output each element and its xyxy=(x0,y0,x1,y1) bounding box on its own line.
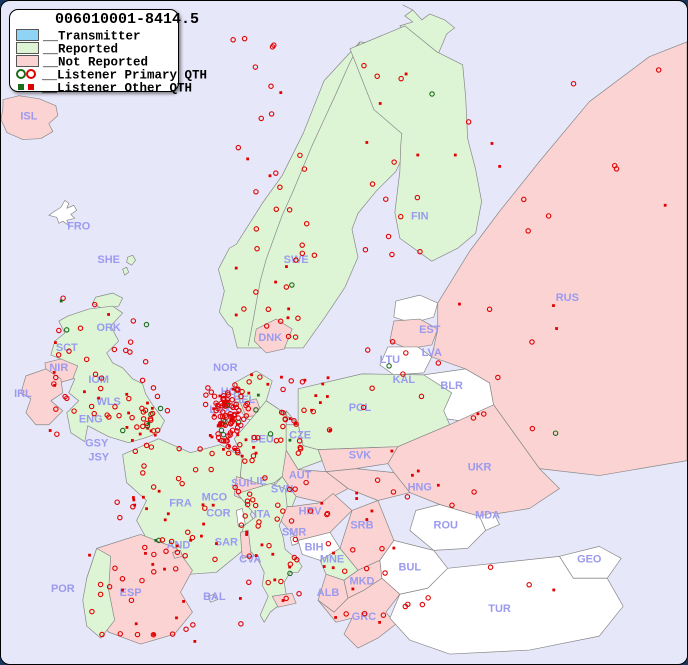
svg-text:SRB: SRB xyxy=(350,519,373,531)
svg-text:SHE: SHE xyxy=(97,254,120,266)
svg-text:CZE: CZE xyxy=(289,430,311,442)
svg-text:POL: POL xyxy=(349,402,372,414)
svg-text:COR: COR xyxy=(206,507,230,519)
svg-text:UKR: UKR xyxy=(468,462,492,474)
svg-text:SVN: SVN xyxy=(271,484,294,496)
svg-text:ALB: ALB xyxy=(317,587,340,599)
svg-text:MCO: MCO xyxy=(202,492,228,504)
svg-text:HNG: HNG xyxy=(408,482,432,494)
svg-text:LVA: LVA xyxy=(422,347,442,359)
svg-text:SMR: SMR xyxy=(282,526,306,538)
svg-text:SUI: SUI xyxy=(231,478,249,490)
svg-text:MKD: MKD xyxy=(349,575,374,587)
svg-text:FIN: FIN xyxy=(411,210,429,222)
svg-text:BAL: BAL xyxy=(203,591,226,603)
svg-text:ROU: ROU xyxy=(434,519,458,531)
svg-text:EST: EST xyxy=(419,324,441,336)
svg-text:CVA: CVA xyxy=(239,553,261,565)
svg-text:BUL: BUL xyxy=(399,561,422,573)
svg-text:MNE: MNE xyxy=(320,553,344,565)
svg-text:NOR: NOR xyxy=(213,362,237,374)
svg-text:ORK: ORK xyxy=(97,322,121,334)
svg-text:SWE: SWE xyxy=(284,254,309,266)
svg-text:IOM: IOM xyxy=(88,374,109,386)
svg-text:GRC: GRC xyxy=(352,611,376,623)
svg-text:SVK: SVK xyxy=(349,450,372,462)
svg-text:MDA: MDA xyxy=(475,509,500,521)
svg-text:ITA: ITA xyxy=(254,508,271,520)
svg-text:DNK: DNK xyxy=(258,332,282,344)
svg-text:ISL: ISL xyxy=(20,111,37,123)
svg-text:AUT: AUT xyxy=(289,470,312,482)
svg-text:BIH: BIH xyxy=(305,541,324,553)
svg-text:GEO: GEO xyxy=(577,553,602,565)
svg-text:FRO: FRO xyxy=(67,220,91,232)
svg-text:NIR: NIR xyxy=(49,362,68,374)
svg-text:BLR: BLR xyxy=(440,380,463,392)
svg-text:HRV: HRV xyxy=(299,505,323,517)
svg-text:IRL: IRL xyxy=(14,388,32,400)
svg-text:FRA: FRA xyxy=(169,497,192,509)
svg-text:SAR: SAR xyxy=(215,536,238,548)
svg-text:TUR: TUR xyxy=(488,603,511,615)
svg-text:LIE: LIE xyxy=(250,476,267,488)
svg-text:GSY: GSY xyxy=(85,438,109,450)
svg-text:RUS: RUS xyxy=(556,292,579,304)
svg-text:POR: POR xyxy=(51,583,75,595)
svg-text:JSY: JSY xyxy=(88,452,109,464)
svg-text:ENG: ENG xyxy=(79,414,103,426)
